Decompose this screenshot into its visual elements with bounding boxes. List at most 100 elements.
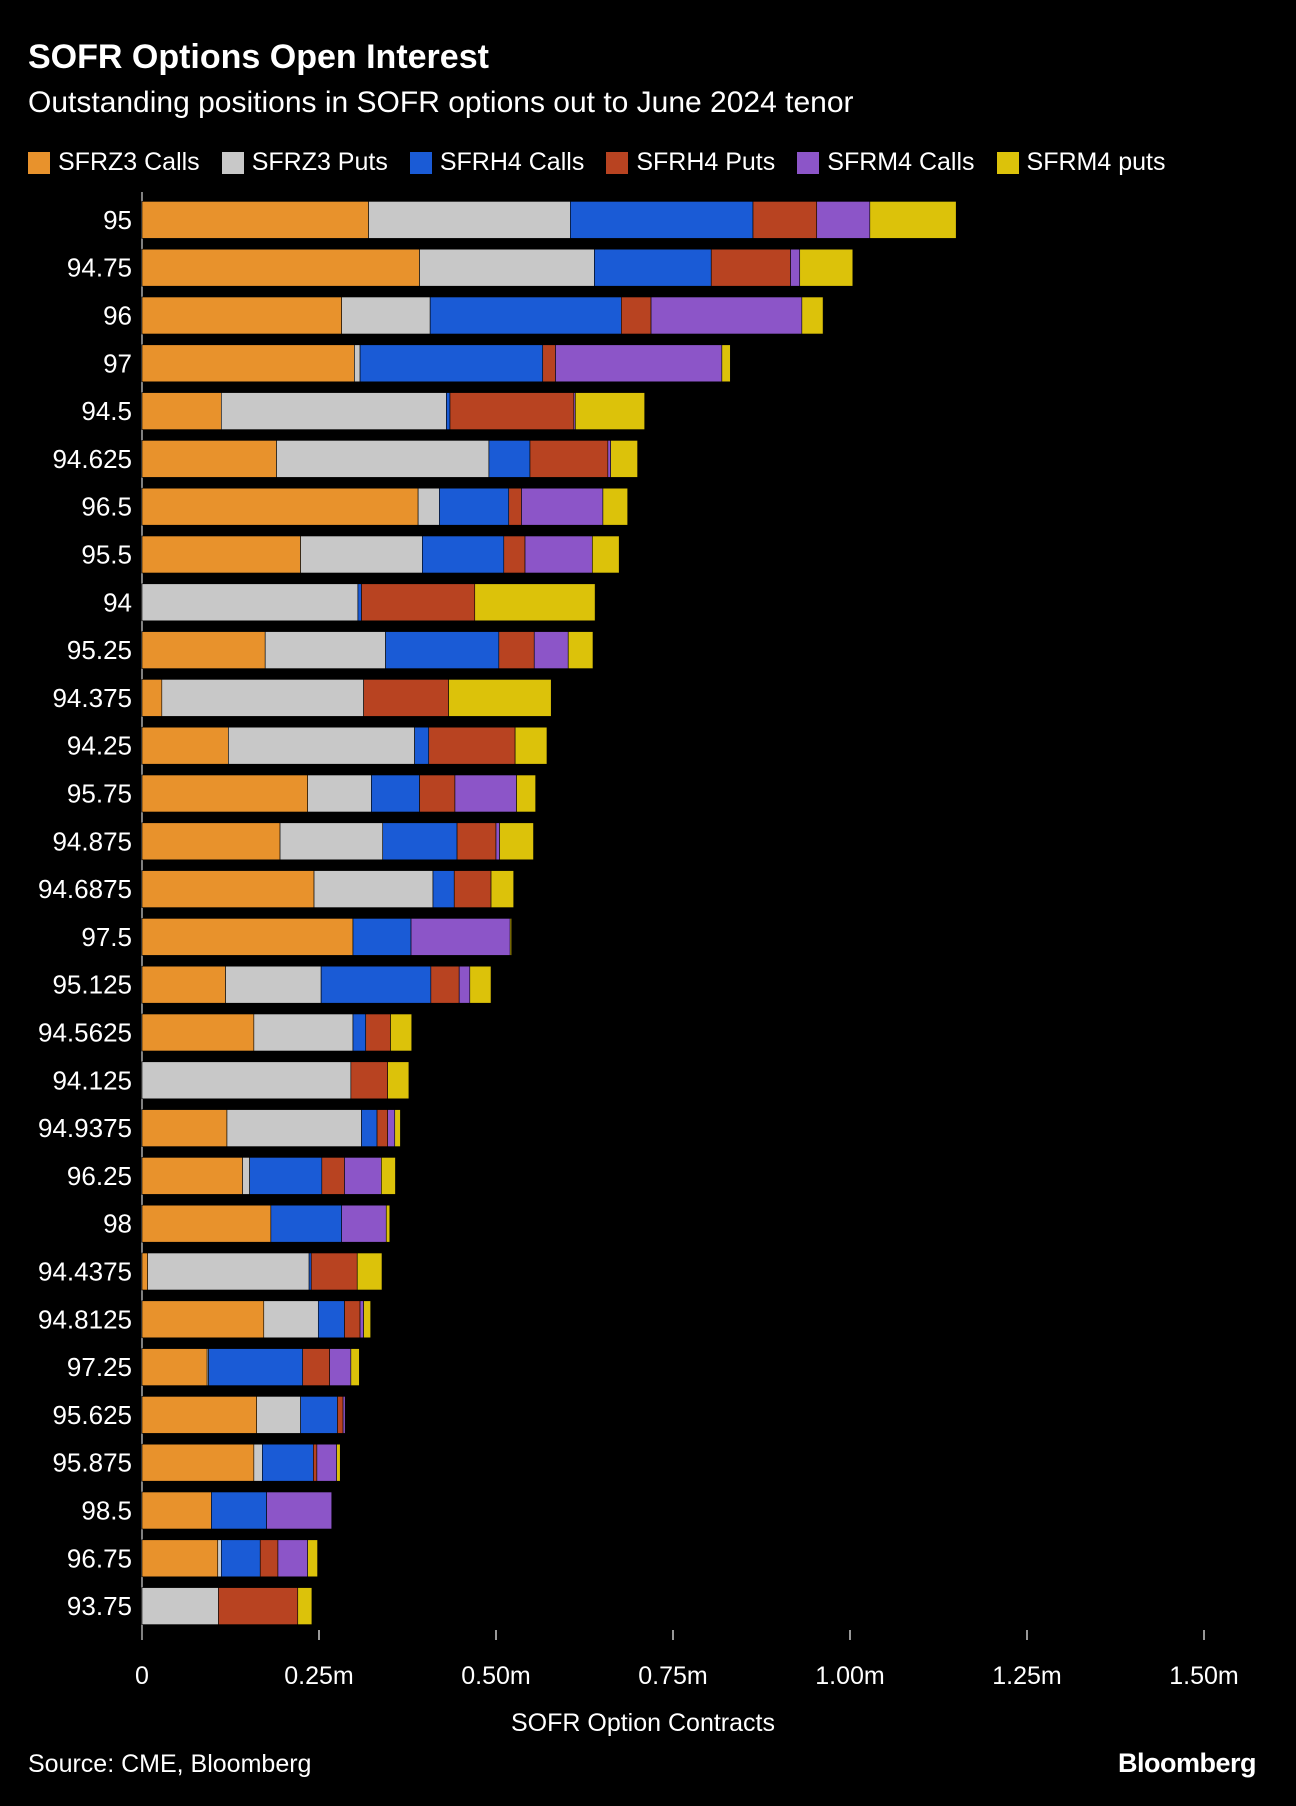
bar-segment [141,726,229,765]
y-category-label: 94.8125 [38,1304,132,1334]
bar-segment [141,201,369,239]
bar-segment [226,1109,362,1147]
bar-segment [419,248,595,287]
bar-segment [503,535,526,574]
y-category-label: 94.625 [52,444,132,474]
bar-segment [147,1252,310,1291]
bar-segment [344,1300,361,1339]
bar-segment [516,774,536,813]
y-category-label: 96.25 [67,1161,132,1191]
y-category-label: 94.9375 [38,1113,132,1143]
bar-segment [352,918,412,956]
legend: SFRZ3 Calls SFRZ3 Puts SFRH4 Calls SFRH4 Pu… [28,148,1187,177]
bar-segment [453,870,492,908]
bar-segment [816,201,871,239]
bar-segment [297,1587,313,1625]
bar-segment [242,1157,250,1195]
bar-segment [387,1109,396,1147]
bar-segment [365,1013,391,1052]
x-axis-title: SOFR Option Contracts [511,1709,775,1737]
bar-segment [141,1300,265,1339]
bar-segment [469,965,492,1004]
bar-segment [533,631,569,669]
y-category-label: 95 [103,205,132,235]
bar-segment [529,440,609,478]
y-category-label: 97 [103,348,132,378]
legend-swatch [996,151,1019,174]
bar-segment [141,679,163,717]
bar-segment [417,487,440,526]
bar-segment [474,583,596,622]
y-category-label: 94.5 [81,396,132,426]
bar-segment [141,1204,272,1243]
y-category-label: 95.75 [67,779,132,809]
bar-segment [249,1157,323,1195]
bar-segment [220,1539,261,1578]
bar-segment [300,1396,338,1434]
legend-swatch [28,151,50,174]
bar-segment [422,535,505,574]
bar-segment [262,1443,314,1482]
y-category-label: 94.4375 [38,1257,132,1287]
bar-segment [141,248,420,287]
bar-segment [141,918,354,956]
bar-segment [307,774,372,813]
y-category-label: 94.375 [52,683,132,713]
legend-item: SFRH4 Puts [606,148,775,177]
legend-label: SFRM4 puts [1026,148,1166,176]
y-category-label: 95.125 [52,970,132,1000]
bar-chart: 0 0.25m 0.50m 0.75m 1.00m 1.25m 1.50m 95 94.75 96… [38,192,1239,1737]
x-tick-label: 0.50m [461,1662,530,1690]
bar-segment [801,296,824,335]
legend-item: SFRM4 Calls [797,148,975,177]
x-tick-label: 1.25m [992,1662,1061,1690]
bar-segment [357,583,362,622]
bar-segment [610,440,638,478]
legend-label: SFRM4 Calls [827,148,975,176]
bar-segment [449,392,575,430]
bar-segment [141,1109,228,1147]
bar-segment [602,487,628,526]
bar-segment [263,1300,319,1339]
bar-segment [542,344,556,383]
bar-segment [310,1252,358,1291]
bar-segment [594,248,712,287]
bar-segment [446,392,451,430]
bar-segment [650,296,803,335]
bar-segment [141,1491,212,1530]
bar-segment [225,965,322,1004]
bar-segment [141,440,277,478]
y-category-label: 98.5 [81,1496,132,1526]
bar-segment [141,1443,255,1482]
y-category-label: 96.75 [67,1543,132,1573]
bar-segment [352,1013,367,1052]
bar-segment [514,726,548,765]
bar-segment [710,248,791,287]
y-category-label: 94 [103,587,132,617]
bar-segment [387,1061,410,1100]
bar-segment [264,631,386,669]
bloomberg-logo: Bloomberg [1117,1748,1257,1778]
y-category-label: 97.25 [67,1352,132,1382]
bar-segment [570,201,754,239]
x-tick-label: 0.75m [638,1662,707,1690]
legend-label: SFRZ3 Puts [251,148,388,176]
bar-segment [567,631,594,669]
legend-item: SFRM4 puts [996,148,1166,177]
bar-segment [382,822,458,861]
bar-segment [316,1443,338,1482]
bar-segment [141,1013,255,1052]
bar-segment [574,392,645,430]
bar-segment [161,679,364,717]
x-tick-label: 0.25m [284,1662,353,1690]
legend-label: SFRZ3 Calls [58,148,200,176]
legend-swatch [221,151,244,174]
x-tick-label: 1.50m [1169,1662,1238,1690]
bar-segment [141,535,301,574]
bar-segment [141,1587,219,1625]
bar-segment [270,1204,342,1243]
bar-segment [141,392,222,430]
bar-segment [410,918,511,956]
bar-segment [141,1252,148,1291]
bar-segment [141,1061,352,1100]
